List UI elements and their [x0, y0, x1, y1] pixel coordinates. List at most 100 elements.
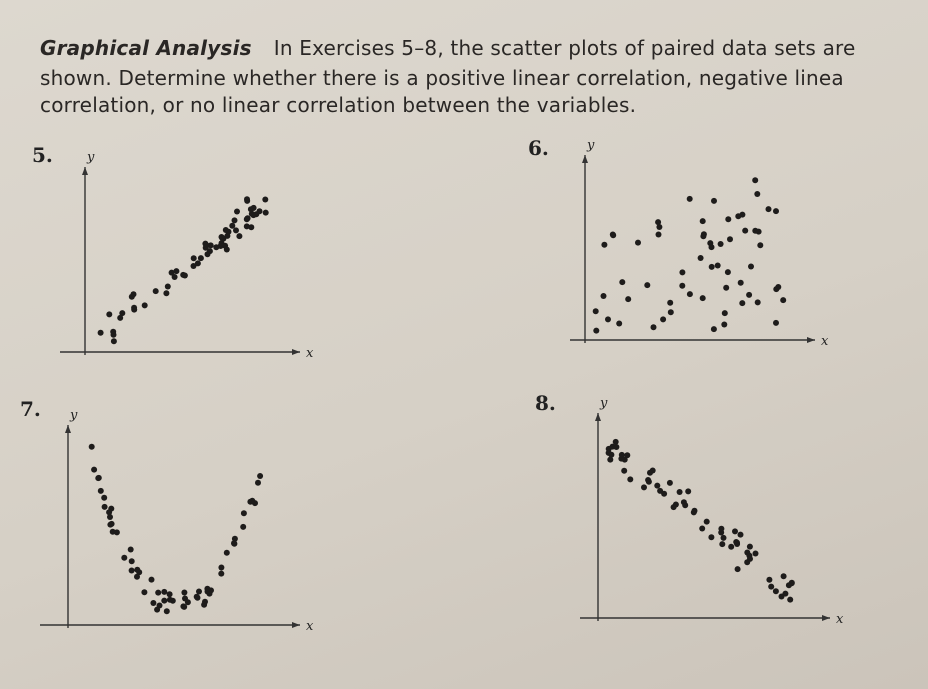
scatter-dot	[685, 488, 692, 495]
scatter-dot	[654, 482, 661, 489]
intro-line: correlation, or no linear correlation be…	[40, 93, 637, 117]
scatter-dot	[655, 231, 662, 238]
x-axis-label: x	[836, 612, 844, 627]
scatter-dot	[782, 590, 789, 597]
x-axis-label: x	[306, 619, 314, 634]
scatter-dot	[101, 494, 108, 501]
scatter-dot	[243, 223, 250, 230]
scatter-dot	[217, 243, 224, 249]
scatter-dot	[169, 597, 176, 604]
scatter-dot	[752, 177, 759, 184]
intro-line: shown. Determine whether there is a posi…	[40, 66, 844, 90]
scatter-dot	[780, 573, 787, 580]
scatter-dot	[262, 209, 269, 216]
scatter-dot	[618, 451, 625, 458]
exercise-number: 6.	[528, 136, 549, 160]
scatter-dot	[255, 479, 261, 486]
exercise-number: 5.	[32, 143, 53, 167]
scatter-dot	[775, 284, 782, 290]
scatter-dot	[130, 291, 137, 298]
scatter-dot	[231, 217, 238, 224]
scatter-dot	[91, 466, 98, 473]
scatter-dot	[134, 566, 141, 573]
scatter-dot	[752, 550, 759, 557]
scatter-dot	[660, 316, 667, 323]
y-axis-label: y	[599, 396, 608, 411]
scatter-dot	[109, 528, 116, 535]
scatter-dot	[207, 242, 214, 249]
scatter-dot	[161, 588, 168, 595]
scatter-dot	[249, 497, 256, 504]
scatter-dot	[679, 269, 686, 276]
scatter-dot	[110, 338, 117, 345]
scatter-dot	[699, 218, 706, 225]
scatter-dot	[644, 282, 651, 289]
scatter-dot	[737, 531, 744, 538]
scatter-dot	[718, 525, 725, 532]
scatter-dot	[732, 528, 738, 535]
scatter-dot	[723, 284, 730, 291]
scatter-dot	[163, 608, 170, 615]
scatter-dot	[197, 255, 204, 262]
scatter-dot	[240, 523, 247, 530]
scatter-dot	[117, 314, 124, 321]
scatter-dot	[155, 589, 162, 596]
scatter-dot	[641, 484, 647, 491]
scatter-dot	[747, 555, 753, 562]
scatter-dot	[95, 475, 102, 482]
scatter-dot	[721, 321, 728, 328]
scatter-dot	[754, 299, 761, 306]
scatter-dot	[627, 476, 634, 483]
scatter-dot	[229, 222, 236, 229]
scatter-dot	[788, 580, 795, 587]
scatter-dot	[231, 540, 237, 547]
scatter-dot	[121, 554, 128, 561]
scatter-dot	[593, 327, 600, 334]
scatter-dot	[206, 248, 213, 255]
scatter-dot	[609, 443, 616, 450]
scatter-dot	[621, 456, 628, 463]
scatter-dot	[605, 316, 611, 323]
scatter-dot	[605, 449, 612, 456]
scatter-dot	[649, 467, 656, 474]
scatter-dot	[234, 208, 240, 215]
scatter-dot	[766, 576, 773, 583]
scatter-dot	[152, 288, 159, 295]
scatter-dot	[725, 216, 732, 223]
intro-line: Graphical Analysis In Exercises 5–8, the …	[40, 36, 856, 60]
scatter-dot	[154, 606, 161, 613]
scatter-dot	[656, 224, 663, 230]
scatter-dot	[686, 291, 693, 298]
scatter-dot	[708, 263, 715, 270]
scatter-dot	[600, 293, 607, 299]
scatter-dot	[724, 269, 731, 276]
scatter-dot	[666, 479, 673, 486]
scatter-dot	[690, 509, 697, 516]
scatter-dot	[734, 539, 740, 546]
scatter-dot	[218, 564, 225, 571]
scatter-dot	[166, 591, 173, 598]
y-arrow	[82, 167, 88, 175]
scatter-dot	[742, 227, 749, 234]
scatter-dot	[746, 291, 753, 298]
scatter-dot	[222, 242, 229, 249]
scatter-dot	[190, 255, 197, 262]
scatter-dot	[667, 309, 674, 316]
scatter-dot	[181, 589, 188, 596]
scatter-dot	[619, 279, 626, 286]
scatter-dot	[621, 467, 628, 474]
scatter-dot	[262, 196, 269, 203]
x-arrow	[292, 622, 300, 628]
scatter-dot	[119, 310, 126, 317]
scatter-dot	[607, 456, 614, 463]
scatter-dot	[699, 295, 706, 302]
scatter-dot	[748, 263, 754, 270]
intro-text: In Exercises 5–8, the scatter plots of p…	[273, 36, 856, 60]
scatter-dot	[240, 510, 247, 517]
scatter-dot	[141, 589, 148, 596]
x-arrow	[822, 615, 830, 621]
scatter-dot	[108, 505, 115, 512]
scatter-dot	[635, 239, 641, 246]
scatter-dot	[592, 308, 599, 315]
